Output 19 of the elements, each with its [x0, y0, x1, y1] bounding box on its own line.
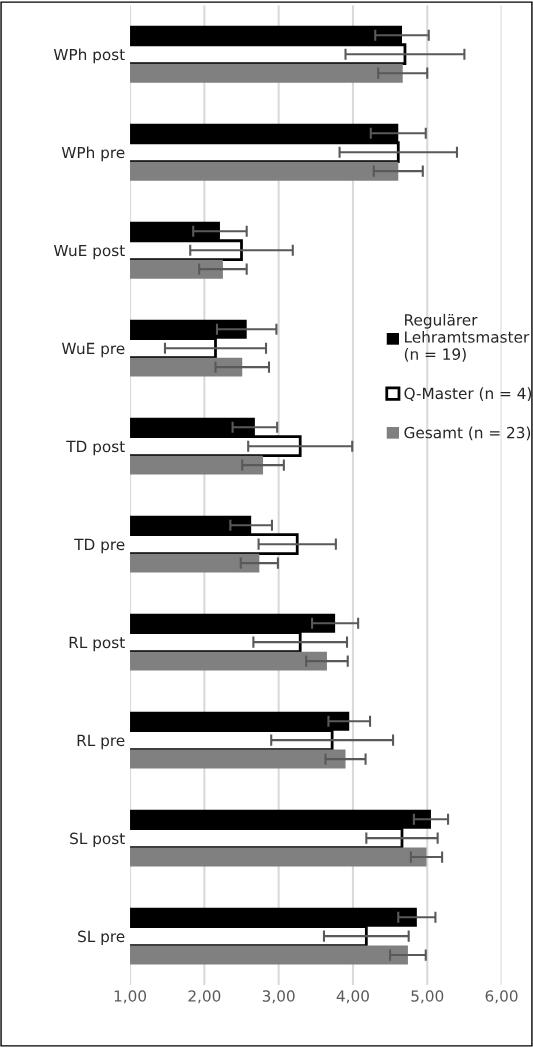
x-tick-label: 3,00	[262, 990, 295, 1004]
y-tick-label: SL pre	[78, 930, 125, 946]
x-tick-label: 5,00	[411, 990, 444, 1004]
y-tick-label: RL pre	[77, 734, 125, 750]
y-tick-label: RL post	[69, 636, 125, 652]
legend-label: Gesamt (n = 23)	[404, 426, 531, 441]
x-tick-label: 4,00	[336, 990, 369, 1004]
y-tick-label: WuE pre	[61, 342, 125, 358]
legend-label: Regulärer Lehramtsmaster (n = 19)	[404, 313, 530, 362]
y-tick-label: SL post	[70, 832, 125, 848]
x-tick-label: 6,00	[485, 990, 518, 1004]
y-tick-label: TD post	[66, 440, 125, 456]
y-tick-label: WPh pre	[61, 146, 125, 162]
y-tick-label: WuE post	[53, 244, 125, 260]
x-tick-label: 2,00	[188, 990, 221, 1004]
y-tick-label: TD pre	[74, 538, 125, 554]
y-tick-label: WPh post	[53, 48, 125, 64]
legend-label: Q-Master (n = 4)	[404, 387, 532, 401]
x-tick-label: 1,00	[114, 990, 147, 1004]
